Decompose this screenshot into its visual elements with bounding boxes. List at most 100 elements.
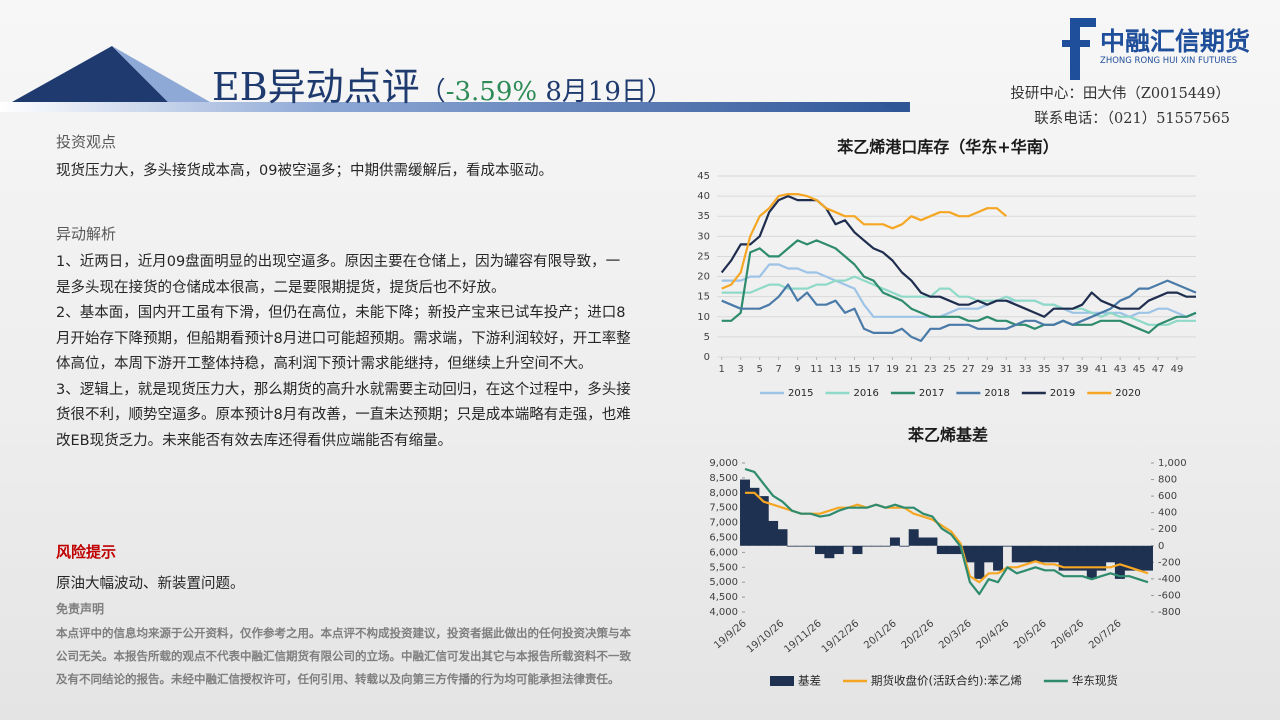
disclaimer-heading: 免责声明 <box>56 602 105 616</box>
chart-title: 苯乙烯基差 <box>907 426 988 445</box>
legend-label: 2017 <box>919 388 944 399</box>
paragraph: 现货压力大，多头接货成本高，09被空逼多；中期供需缓解后，看成本驱动。 <box>56 163 553 179</box>
series-line <box>721 239 1197 334</box>
area-segment <box>1124 545 1135 571</box>
x-tick-label: 19/9/26 <box>712 618 749 651</box>
area-segment <box>1049 545 1060 563</box>
subtitle-date: 8月19日） <box>537 77 673 107</box>
area-segment <box>908 529 919 546</box>
area-segment <box>1039 545 1050 563</box>
area-segment <box>1077 545 1088 571</box>
area-segment <box>1068 545 1079 571</box>
area-segment <box>1058 545 1069 571</box>
area-segment <box>768 520 779 546</box>
contact: 投研中心：田大伟（Z0015449） <box>1010 86 1230 102</box>
area-segment <box>1002 545 1013 547</box>
x-tick-label: 31 <box>1000 364 1013 375</box>
area-segment <box>1086 545 1097 579</box>
y-tick-label: 9,000 <box>709 458 738 469</box>
x-tick-label: 20/1/26 <box>862 618 899 651</box>
disclaimer: 本点评中的信息均来源于公开资料，仅作参考之用。本点评不构成投资建议，投资者据此做… <box>56 626 631 686</box>
area-segment <box>833 545 844 555</box>
logo-f-stem <box>1070 18 1080 80</box>
y2-tick-label: -600 <box>1158 590 1181 601</box>
x-tick-label: 20/3/26 <box>937 618 974 651</box>
paragraph: 2、基本面，国内开工虽有下滑，但仍在高位，未能下降；新投产宝来已试车投产；进口8… <box>56 305 631 372</box>
y2-tick-label: 0 <box>1158 541 1164 552</box>
y-tick-label: 15 <box>697 292 710 303</box>
area-segment <box>1030 545 1041 563</box>
x-tick-label: 27 <box>962 364 975 375</box>
x-tick-label: 41 <box>1095 364 1108 375</box>
x-tick-label: 17 <box>867 364 880 375</box>
series-line <box>721 263 1197 318</box>
risk-text: 原油大幅波动、新装置问题。 <box>56 576 245 592</box>
x-tick-label: 19 <box>886 364 899 375</box>
y2-tick-label: 600 <box>1158 491 1177 502</box>
legend-label: 期货收盘价(活跃合约):苯乙烯 <box>871 674 1022 688</box>
y-tick-label: 4,500 <box>709 592 738 603</box>
area-segment <box>843 545 854 547</box>
area-segment <box>871 545 882 547</box>
y-tick-label: 35 <box>697 211 710 222</box>
title: EB异动点评（-3.59% 8月19日） <box>212 56 673 111</box>
y-tick-label: 5,500 <box>709 562 738 573</box>
area-segment <box>1021 545 1032 563</box>
legend-label: 2016 <box>853 388 878 399</box>
x-tick-label: 23 <box>924 364 937 375</box>
x-tick-label: 33 <box>1019 364 1032 375</box>
x-tick-label: 35 <box>1038 364 1051 375</box>
header-bar <box>0 102 910 112</box>
x-tick-label: 37 <box>1057 364 1070 375</box>
series-line <box>721 275 1196 326</box>
x-tick-label: 29 <box>981 364 994 375</box>
logo-f-top <box>1070 18 1096 27</box>
risk-heading: 风险提示 <box>56 543 117 561</box>
x-tick-label: 15 <box>848 364 861 375</box>
area-segment <box>964 545 975 563</box>
area-segment <box>993 545 1004 571</box>
change: -3.59% <box>445 77 538 107</box>
area-segment <box>1133 545 1144 571</box>
area-segment <box>796 545 807 547</box>
x-tick-label: 43 <box>1114 364 1127 375</box>
x-tick-label: 19/10/26 <box>745 618 786 655</box>
y-tick-label: 40 <box>697 191 710 202</box>
area-segment <box>880 545 891 547</box>
y-tick-label: 8,500 <box>709 473 738 484</box>
y-tick-label: 25 <box>697 251 710 262</box>
area-segment <box>1096 545 1107 571</box>
chart-title: 苯乙烯港口库存（华东+华南） <box>836 138 1058 157</box>
area-segment <box>889 537 900 546</box>
x-tick-label: 39 <box>1076 364 1089 375</box>
area-segment <box>777 529 788 546</box>
x-tick-label: 5 <box>756 364 762 375</box>
contact: 联系电话：（021）51557565 <box>1034 111 1230 127</box>
series-line <box>721 193 1008 290</box>
triangle-light <box>112 46 210 102</box>
x-tick-label: 13 <box>829 364 842 375</box>
legend-label: 基差 <box>798 674 821 688</box>
x-tick-label: 11 <box>810 364 823 375</box>
x-tick-label: 20/5/26 <box>1012 618 1049 651</box>
y2-tick-label: 1,000 <box>1158 458 1187 469</box>
x-tick-label: 20/6/26 <box>1050 618 1087 651</box>
y-tick-label: 4,000 <box>709 607 738 618</box>
legend-label: 2015 <box>788 388 813 399</box>
area-segment <box>1114 545 1125 579</box>
y-tick-label: 5,000 <box>709 577 738 588</box>
y-tick-label: 30 <box>697 231 710 242</box>
area-segment <box>936 545 947 555</box>
x-tick-label: 1 <box>719 364 725 375</box>
area-segment <box>852 545 863 555</box>
title-main: EB异动点评 <box>212 65 420 109</box>
area-segment <box>1143 545 1153 571</box>
area-segment <box>1011 545 1022 563</box>
y-tick-label: 6,500 <box>709 533 738 544</box>
series-line <box>721 279 1197 342</box>
area-segment <box>814 545 825 555</box>
x-tick-label: 25 <box>943 364 956 375</box>
x-tick-label: 19/11/26 <box>782 618 823 655</box>
